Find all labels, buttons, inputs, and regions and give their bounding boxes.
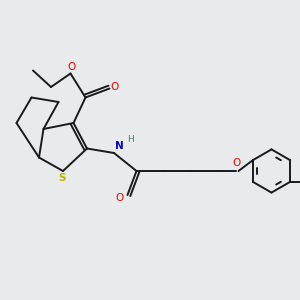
- Text: O: O: [116, 193, 124, 203]
- Text: O: O: [111, 82, 119, 92]
- Text: O: O: [232, 158, 240, 169]
- Text: H: H: [127, 135, 134, 144]
- Text: S: S: [58, 172, 65, 183]
- Text: N: N: [115, 141, 124, 152]
- Text: O: O: [67, 62, 75, 72]
